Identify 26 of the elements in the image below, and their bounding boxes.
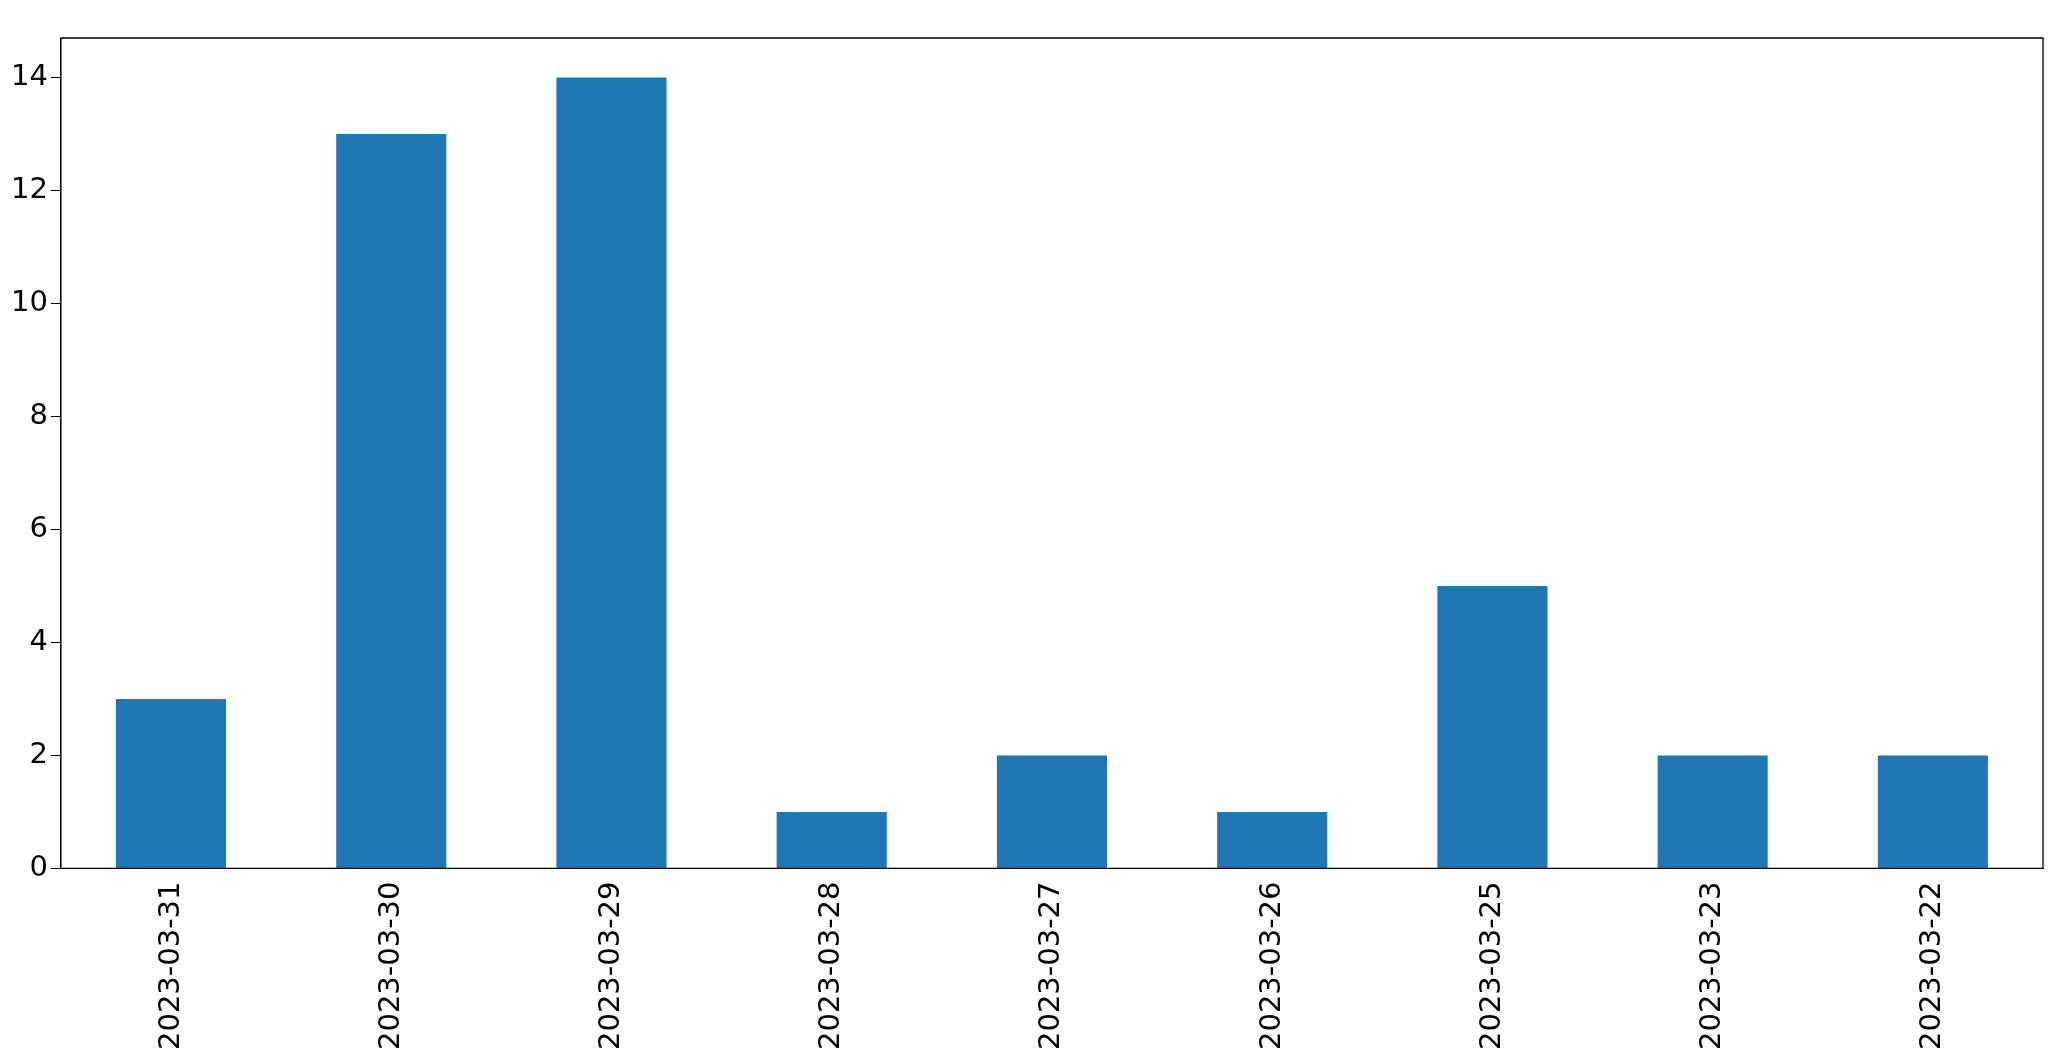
x-tick-label: 2023-03-22 xyxy=(1913,881,1948,1051)
bar xyxy=(1437,585,1548,868)
bar xyxy=(996,755,1108,868)
bar xyxy=(556,77,667,868)
x-tick-label: 2023-03-29 xyxy=(592,881,627,1051)
y-tick-label: 8 xyxy=(29,397,48,432)
y-tick-label: 6 xyxy=(29,510,48,545)
x-tick-label: 2023-03-31 xyxy=(151,881,186,1051)
y-tick-label: 0 xyxy=(29,849,48,883)
bar xyxy=(115,698,227,868)
y-tick-label: 12 xyxy=(11,171,48,206)
x-tick-label: 2023-03-26 xyxy=(1252,881,1287,1051)
y-tick-label: 2 xyxy=(29,736,48,771)
y-tick-label: 14 xyxy=(11,58,48,93)
bar xyxy=(1657,755,1768,868)
x-tick-label: 2023-03-30 xyxy=(371,881,406,1051)
x-tick-label: 2023-03-28 xyxy=(812,881,847,1051)
bar xyxy=(776,811,887,868)
bar xyxy=(336,134,447,868)
x-tick-label: 2023-03-25 xyxy=(1472,881,1507,1051)
bar xyxy=(1217,811,1328,868)
y-tick-label: 10 xyxy=(11,284,48,319)
bar xyxy=(1877,755,1988,868)
y-tick-label: 4 xyxy=(29,623,48,658)
x-tick-label: 2023-03-27 xyxy=(1032,881,1067,1051)
x-tick-label: 2023-03-23 xyxy=(1693,881,1728,1051)
